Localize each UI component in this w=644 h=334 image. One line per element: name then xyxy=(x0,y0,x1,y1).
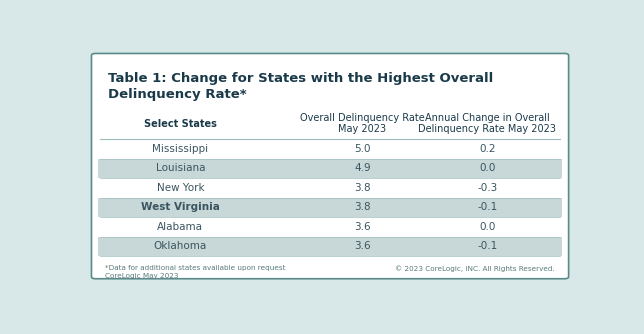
Text: Delinquency Rate*: Delinquency Rate* xyxy=(108,88,247,101)
Text: 5.0: 5.0 xyxy=(354,144,371,154)
Text: -0.1: -0.1 xyxy=(477,241,497,252)
Bar xyxy=(98,198,562,217)
Bar xyxy=(98,159,562,178)
Text: Annual Change in Overall
Delinquency Rate May 2023: Annual Change in Overall Delinquency Rat… xyxy=(418,113,556,135)
FancyBboxPatch shape xyxy=(91,53,569,279)
Text: Select States: Select States xyxy=(144,119,217,129)
Text: 3.6: 3.6 xyxy=(354,222,371,232)
Text: Oklahoma: Oklahoma xyxy=(154,241,207,252)
Text: 3.8: 3.8 xyxy=(354,183,371,193)
Text: 0.2: 0.2 xyxy=(479,144,495,154)
Text: Mississippi: Mississippi xyxy=(152,144,209,154)
Text: 0.0: 0.0 xyxy=(479,222,495,232)
Text: Table 1: Change for States with the Highest Overall: Table 1: Change for States with the High… xyxy=(108,72,493,85)
Text: New York: New York xyxy=(156,183,204,193)
Text: -0.3: -0.3 xyxy=(477,183,497,193)
Text: © 2023 CoreLogic, INC. All Rights Reserved.: © 2023 CoreLogic, INC. All Rights Reserv… xyxy=(395,265,554,272)
Text: 0.0: 0.0 xyxy=(479,163,495,173)
Text: -0.1: -0.1 xyxy=(477,202,497,212)
Text: 4.9: 4.9 xyxy=(354,163,371,173)
Text: Overall Delinquency Rate
May 2023: Overall Delinquency Rate May 2023 xyxy=(300,113,425,135)
Text: 3.8: 3.8 xyxy=(354,202,371,212)
Text: Louisiana: Louisiana xyxy=(156,163,205,173)
Text: Alabama: Alabama xyxy=(157,222,204,232)
Text: 3.6: 3.6 xyxy=(354,241,371,252)
Text: West Virginia: West Virginia xyxy=(141,202,220,212)
Bar xyxy=(98,236,562,256)
Text: *Data for additional states available upon request
CoreLogic May 2023: *Data for additional states available up… xyxy=(106,265,286,279)
